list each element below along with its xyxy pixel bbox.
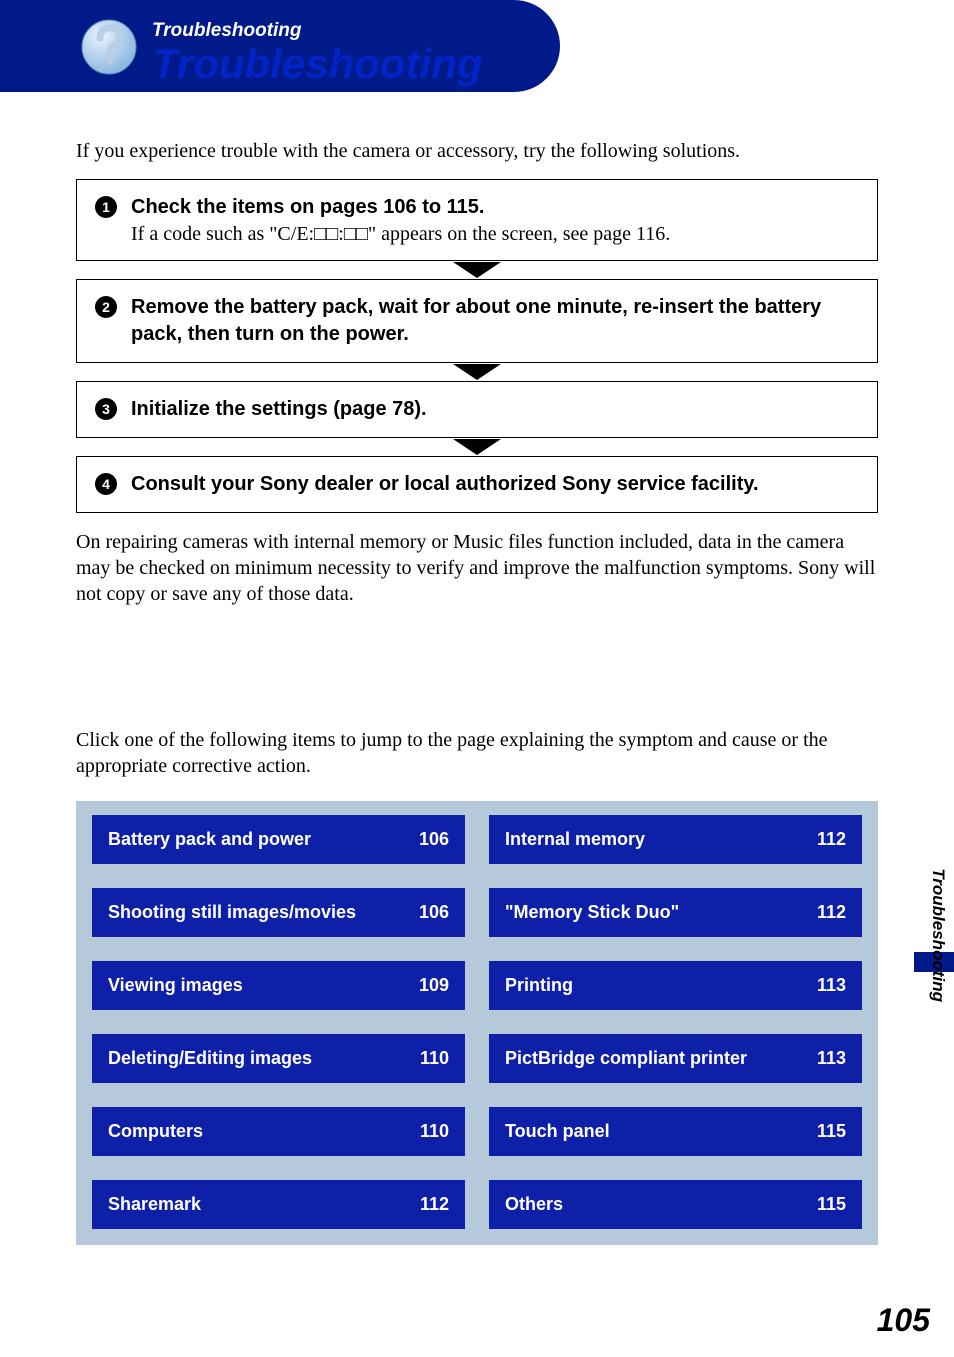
header-banner: Troubleshooting Troubleshooting xyxy=(0,0,954,92)
step-heading: Check the items on pages 106 to 115. xyxy=(131,194,861,221)
step-text: Check the items on pages 106 to 115.If a… xyxy=(131,194,861,246)
topic-link-page: 113 xyxy=(817,975,846,996)
topic-link-page: 115 xyxy=(817,1194,846,1215)
topic-link-page: 110 xyxy=(420,1121,449,1142)
topic-link-button[interactable]: Sharemark 112 xyxy=(92,1180,465,1229)
topic-link-button[interactable]: PictBridge compliant printer 113 xyxy=(489,1034,862,1083)
topic-link-label: PictBridge compliant printer xyxy=(505,1048,747,1069)
arrow-down-icon xyxy=(453,364,501,380)
arrow-down-icon xyxy=(453,262,501,278)
topic-link-button[interactable]: Internal memory 112 xyxy=(489,815,862,864)
topic-link-label: Printing xyxy=(505,975,573,996)
topic-link-label: Computers xyxy=(108,1121,203,1142)
step-text: Initialize the settings (page 78). xyxy=(131,396,861,423)
arrow-down-icon xyxy=(453,439,501,455)
topic-link-button[interactable]: Printing 113 xyxy=(489,961,862,1010)
topic-link-panel: Battery pack and power 106 Internal memory… xyxy=(76,801,878,1245)
topic-link-label: "Memory Stick Duo" xyxy=(505,902,679,923)
step-number-icon: 4 xyxy=(95,473,117,495)
step-arrow-gap xyxy=(76,438,878,456)
step-row: 4 Consult your Sony dealer or local autho… xyxy=(95,471,861,498)
topic-link-page: 106 xyxy=(419,902,449,923)
jump-intro: Click one of the following items to jump… xyxy=(76,727,878,779)
manual-page: Troubleshooting Troubleshooting If you e… xyxy=(0,0,954,1357)
topic-link-page: 109 xyxy=(419,975,449,996)
step-number-icon: 3 xyxy=(95,398,117,420)
step-number-icon: 2 xyxy=(95,296,117,318)
step-box: 4 Consult your Sony dealer or local autho… xyxy=(76,456,878,513)
step-box: 2 Remove the battery pack, wait for about… xyxy=(76,279,878,363)
topic-link-page: 110 xyxy=(420,1048,449,1069)
topic-link-button[interactable]: Viewing images 109 xyxy=(92,961,465,1010)
topic-link-page: 106 xyxy=(419,829,449,850)
section-label: Troubleshooting xyxy=(152,20,483,42)
page-number: 105 xyxy=(877,1302,930,1339)
content-area: If you experience trouble with the camer… xyxy=(0,92,954,1245)
step-heading: Consult your Sony dealer or local author… xyxy=(131,471,861,498)
topic-link-button[interactable]: Battery pack and power 106 xyxy=(92,815,465,864)
step-number-icon: 1 xyxy=(95,196,117,218)
step-arrow-gap xyxy=(76,261,878,279)
step-box: 3 Initialize the settings (page 78). xyxy=(76,381,878,438)
side-tab-label: Troubleshooting xyxy=(928,868,948,1002)
page-title: Troubleshooting xyxy=(152,40,483,88)
topic-link-page: 112 xyxy=(817,829,846,850)
topic-link-page: 115 xyxy=(817,1121,846,1142)
topic-link-label: Deleting/Editing images xyxy=(108,1048,312,1069)
topic-link-button[interactable]: Computers 110 xyxy=(92,1107,465,1156)
topic-link-label: Battery pack and power xyxy=(108,829,311,850)
topic-link-button[interactable]: Deleting/Editing images 110 xyxy=(92,1034,465,1083)
repair-note: On repairing cameras with internal memor… xyxy=(76,529,878,607)
topic-link-label: Others xyxy=(505,1194,563,1215)
topic-link-page: 112 xyxy=(817,902,846,923)
banner-text-group: Troubleshooting Troubleshooting xyxy=(152,20,483,88)
step-row: 1 Check the items on pages 106 to 115.If … xyxy=(95,194,861,246)
steps-container: 1 Check the items on pages 106 to 115.If … xyxy=(76,179,878,513)
topic-link-label: Sharemark xyxy=(108,1194,201,1215)
topic-link-label: Shooting still images/movies xyxy=(108,902,356,923)
intro-text: If you experience trouble with the camer… xyxy=(76,140,878,163)
step-heading: Initialize the settings (page 78). xyxy=(131,396,861,423)
topic-link-label: Internal memory xyxy=(505,829,645,850)
step-row: 3 Initialize the settings (page 78). xyxy=(95,396,861,423)
topic-link-label: Viewing images xyxy=(108,975,243,996)
topic-link-button[interactable]: "Memory Stick Duo" 112 xyxy=(489,888,862,937)
step-heading: Remove the battery pack, wait for about … xyxy=(131,294,861,348)
step-subtext: If a code such as "C/E:□□:□□" appears on… xyxy=(131,223,861,246)
topic-link-button[interactable]: Touch panel 115 xyxy=(489,1107,862,1156)
topic-link-page: 112 xyxy=(420,1194,449,1215)
step-arrow-gap xyxy=(76,363,878,381)
step-text: Consult your Sony dealer or local author… xyxy=(131,471,861,498)
step-box: 1 Check the items on pages 106 to 115.If … xyxy=(76,179,878,261)
topic-link-button[interactable]: Shooting still images/movies 106 xyxy=(92,888,465,937)
topic-link-button[interactable]: Others 115 xyxy=(489,1180,862,1229)
step-row: 2 Remove the battery pack, wait for about… xyxy=(95,294,861,348)
question-mark-icon xyxy=(80,18,138,76)
topic-link-label: Touch panel xyxy=(505,1121,610,1142)
step-text: Remove the battery pack, wait for about … xyxy=(131,294,861,348)
topic-link-page: 113 xyxy=(817,1048,846,1069)
